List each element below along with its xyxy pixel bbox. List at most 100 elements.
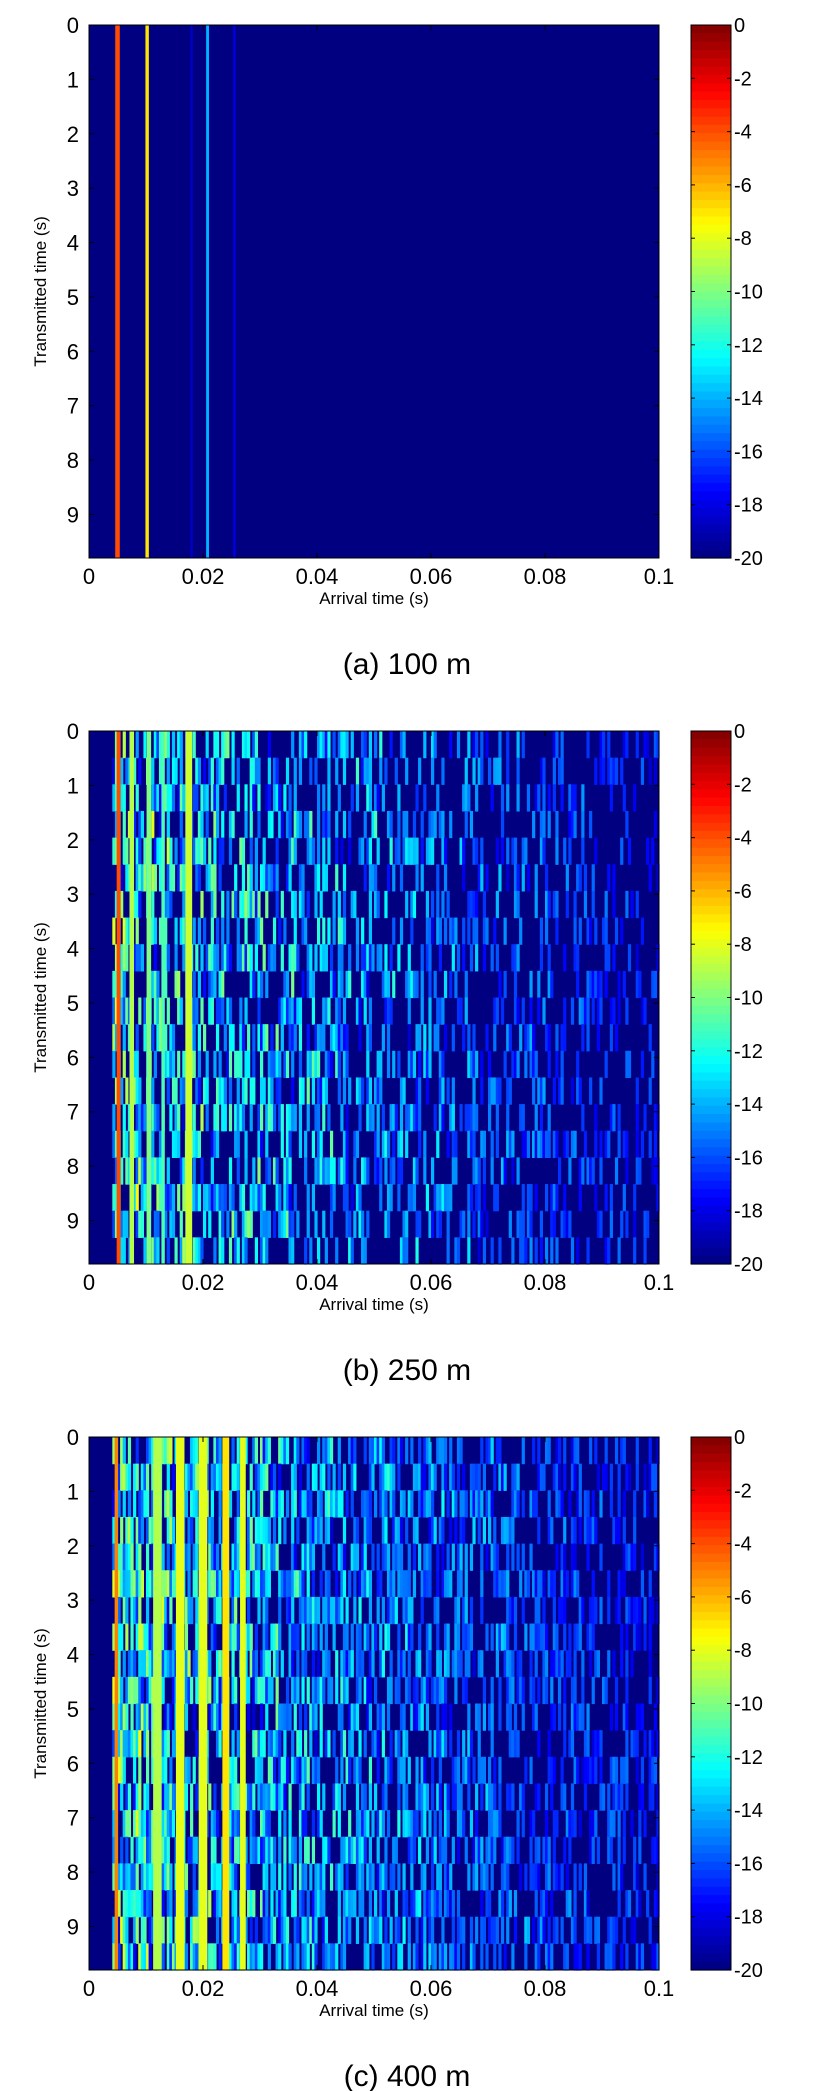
heatmap-cell [187,1516,191,1545]
heatmap-cell [164,1596,168,1625]
heatmap-cell [467,917,471,945]
heatmap-cell [249,837,253,865]
colorbar-step [691,1139,731,1149]
heatmap-cell [317,1490,321,1518]
heatmap-cell [412,1676,417,1705]
heatmap-cell [169,1890,173,1918]
heatmap-cell [267,1650,271,1678]
heatmap-cell [112,1050,116,1079]
heatmap-cell [234,1516,238,1545]
heatmap-cell [252,1157,256,1185]
heatmap-cell [407,1676,411,1705]
heatmap-cell [342,1890,347,1918]
heatmap-cell [612,1650,616,1678]
heatmap-cell [503,1463,507,1491]
heatmap-cell [283,1730,287,1758]
colorbar-step [691,731,731,740]
heatmap-cell [516,1810,520,1838]
heatmap-cell [342,1463,347,1491]
heatmap-cell [532,810,536,839]
heatmap-cell [643,997,647,1025]
heatmap-cell [604,1237,608,1265]
heatmap-cell [415,1463,419,1491]
heatmap-cell [656,1863,660,1891]
heatmap-cell [539,1623,544,1651]
heatmap-cell [125,1570,129,1598]
heatmap-cell [532,1437,536,1465]
heatmap-cell [503,1836,507,1864]
heatmap-cell [335,864,339,892]
heatmap-cell [529,1543,533,1571]
colorbar-tick-label: -2 [734,774,752,796]
heatmap-cell [394,1730,398,1758]
heatmap-cell [656,1943,660,1971]
heatmap-cell [529,1650,533,1678]
heatmap-cell [260,1836,264,1864]
heatmap-cell [617,1516,621,1545]
heatmap-cell [314,1863,318,1891]
heatmap-cell [291,1463,295,1491]
heatmap-cell [140,1210,145,1238]
heatmap-cell [293,1836,297,1864]
heatmap-cell [500,810,505,839]
heatmap-cell [604,890,608,919]
heatmap-cell [223,784,227,812]
heatmap-cell [480,731,484,759]
heatmap-cell [550,1570,554,1598]
heatmap-cell [374,1783,378,1811]
colorbar-step [691,141,731,151]
heatmap-cell [345,1024,349,1052]
heatmap-cell [374,810,378,839]
heatmap-cell [361,1570,365,1598]
heatmap-cell [480,1077,484,1105]
heatmap-cell [361,1157,365,1185]
heatmap-cell [112,1863,116,1891]
heatmap-cell [513,1596,518,1625]
heatmap-cell [529,1237,533,1265]
heatmap-cell [394,1890,398,1918]
heatmap-cell [438,1104,442,1132]
heatmap-cell [381,1730,385,1758]
heatmap-cell [438,1210,442,1238]
heatmap-cell [215,1890,220,1918]
heatmap-cell [171,1543,176,1571]
heatmap-cell [534,1650,538,1678]
heatmap-cell [656,1543,660,1571]
heatmap-cell [291,970,295,999]
heatmap-cell [317,1783,321,1811]
heatmap-cell [324,731,328,759]
heatmap-cell [423,1783,427,1811]
heatmap-cell [130,1570,134,1598]
heatmap-cell [138,810,142,839]
heatmap-cell [524,1623,528,1651]
heatmap-cell [456,1810,461,1838]
heatmap-cell [534,1130,538,1158]
heatmap-cell [291,1516,295,1545]
y-tick-label: 3 [67,1588,79,1613]
heatmap-cell [143,1184,147,1212]
heatmap-cell [272,1490,277,1518]
heatmap-cell [513,1490,518,1518]
heatmap-cell [140,1916,145,1944]
heatmap-cell [557,1463,562,1491]
heatmap-cell [500,1463,505,1491]
heatmap-cell [335,1756,339,1785]
heatmap-cell [203,1077,207,1105]
heatmap-cell [337,1810,341,1838]
heatmap-cell [195,1463,199,1491]
heatmap-cell [317,1024,321,1052]
heatmap-cell [462,1916,466,1944]
heatmap-cell [335,1024,339,1052]
heatmap-cell [345,1676,349,1705]
heatmap-cell [640,1703,645,1731]
heatmap-cell [127,1676,132,1705]
heatmap-cell [156,784,160,812]
heatmap-cell [368,1516,373,1545]
heatmap-cell [500,1157,505,1185]
heatmap-cell [324,944,328,972]
heatmap-cell [309,970,313,999]
heatmap-cell [485,1943,489,1971]
heatmap-cell [563,944,567,972]
heatmap-cell [265,1210,269,1238]
heatmap-cell [431,1676,435,1705]
